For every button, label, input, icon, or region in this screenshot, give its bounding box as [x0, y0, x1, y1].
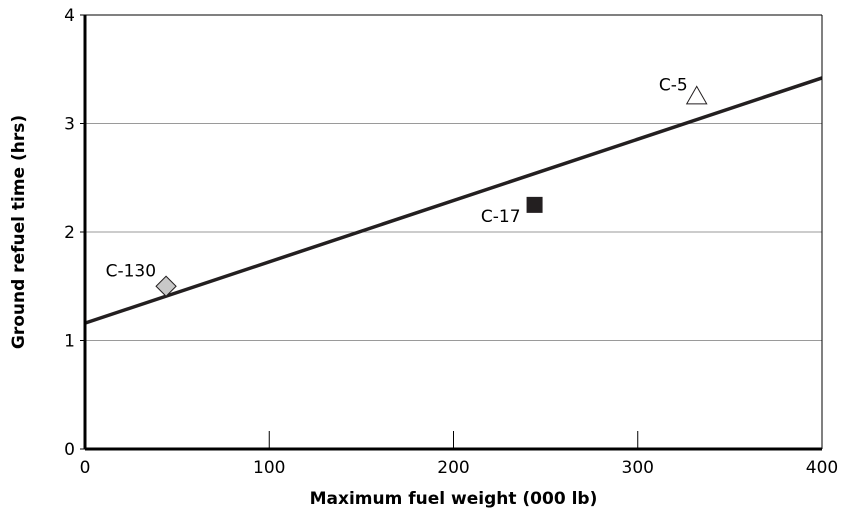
data-points: C-130 C-17 C-5 — [106, 75, 708, 297]
x-tick-label-2: 200 — [437, 458, 469, 478]
y-axis-label: Ground refuel time (hrs) — [9, 115, 29, 349]
tick-labels: 0 100 200 300 400 0 1 2 3 4 — [64, 6, 838, 478]
point-c-130 — [155, 275, 177, 297]
y-tick-label-4: 4 — [64, 6, 75, 26]
point-c-17 — [526, 196, 543, 213]
point-label-c-130: C-130 — [106, 261, 156, 281]
x-axis-label: Maximum fuel weight (000 lb) — [310, 489, 598, 509]
y-tick-label-3: 3 — [64, 115, 75, 135]
trend-line — [84, 76, 823, 325]
y-tick-label-2: 2 — [64, 223, 75, 243]
y-tick-label-1: 1 — [64, 332, 75, 352]
x-tick-label-0: 0 — [80, 458, 91, 478]
x-tick-label-3: 300 — [622, 458, 654, 478]
point-label-c-17: C-17 — [481, 207, 521, 227]
y-tick-label-0: 0 — [64, 440, 75, 460]
axes — [80, 14, 823, 451]
gridlines — [85, 123, 822, 341]
point-c-5 — [685, 85, 708, 105]
point-label-c-5: C-5 — [659, 75, 688, 95]
x-tick-label-1: 100 — [253, 458, 285, 478]
x-tick-label-4: 400 — [806, 458, 838, 478]
